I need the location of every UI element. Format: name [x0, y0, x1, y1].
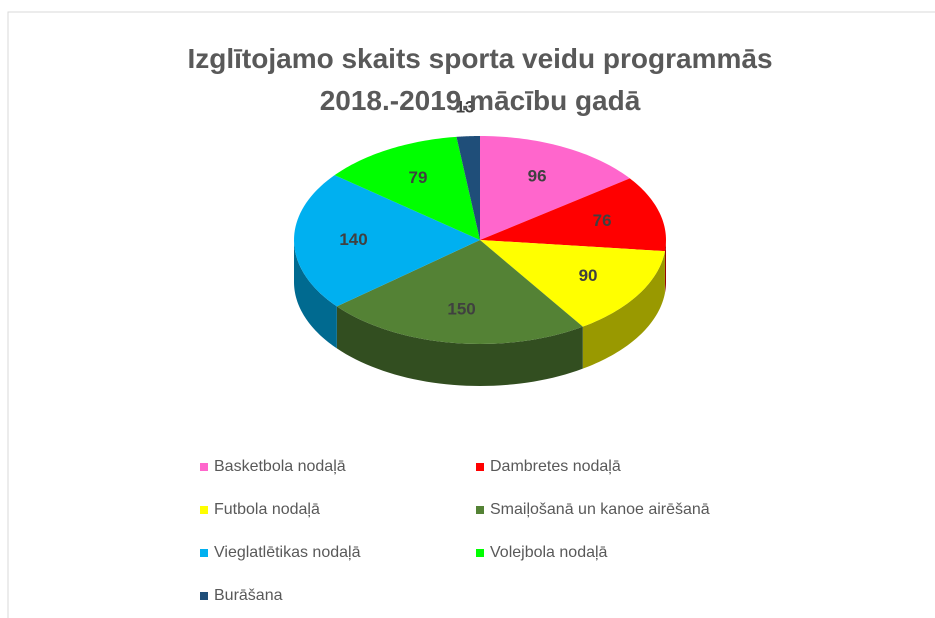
data-label: 150	[447, 299, 475, 318]
slice-side	[582, 251, 665, 369]
data-label: 96	[528, 166, 547, 185]
data-label: 13	[456, 98, 475, 117]
legend-swatch	[476, 549, 484, 557]
chart-title: Izglītojamo skaits sporta veidu programm…	[187, 43, 773, 116]
legend-swatch	[200, 592, 208, 600]
data-label: 76	[593, 211, 612, 230]
chart-border	[7, 11, 935, 618]
legend-label: Vieglatlētikas nodaļā	[214, 544, 361, 561]
legend-swatch	[200, 506, 208, 514]
data-label: 79	[409, 168, 428, 187]
legend-swatch	[200, 549, 208, 557]
legend-label: Smaiļošanā un kanoe airēšanā	[490, 501, 710, 518]
slice-side	[664, 240, 666, 294]
slice	[334, 136, 480, 240]
slice	[480, 240, 665, 327]
slice	[456, 136, 480, 240]
legend-label: Burāšana	[214, 587, 283, 604]
slice-side	[336, 306, 583, 386]
legend-swatch	[200, 463, 208, 471]
slice	[294, 175, 480, 307]
slice	[336, 240, 583, 344]
legend-label: Basketbola nodaļā	[214, 458, 346, 475]
legend-swatch	[476, 506, 484, 514]
legend-label: Volejbola nodaļā	[490, 544, 608, 561]
slice	[480, 136, 630, 240]
data-label: 140	[339, 230, 367, 249]
legend-label: Dambretes nodaļā	[490, 458, 621, 475]
slice-side	[294, 240, 337, 349]
legend-label: Futbola nodaļā	[214, 501, 320, 518]
legend-swatch	[476, 463, 484, 471]
slice	[480, 178, 666, 252]
data-label: 90	[579, 266, 598, 285]
